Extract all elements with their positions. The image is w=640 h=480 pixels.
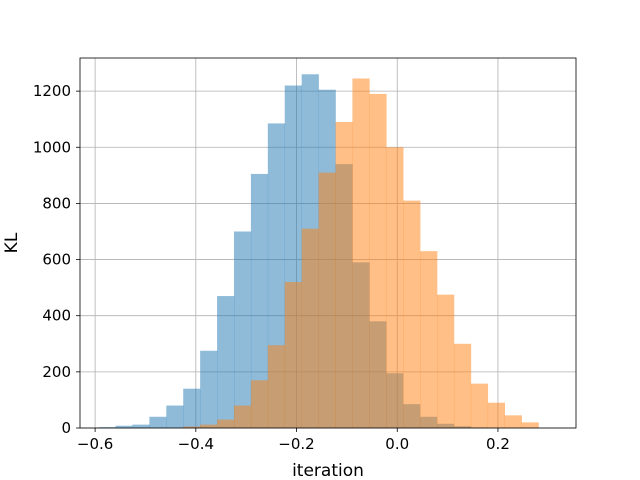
y-axis-label: KL bbox=[2, 232, 22, 253]
y-tick-label: 1000 bbox=[33, 138, 71, 156]
histogram-bar-series-2 bbox=[335, 122, 353, 428]
y-tick-label: 400 bbox=[42, 307, 71, 325]
histogram-bar-series-1 bbox=[98, 427, 116, 428]
histogram-bar-series-2 bbox=[403, 200, 421, 428]
histogram-bar-series-2 bbox=[318, 172, 336, 428]
histogram-bar-series-2 bbox=[233, 405, 252, 428]
histogram-bar-series-2 bbox=[420, 251, 438, 428]
x-tick-label: −0.6 bbox=[77, 435, 113, 453]
histogram-bars bbox=[98, 74, 539, 429]
histogram-bar-series-1 bbox=[200, 350, 218, 428]
y-tick-label: 200 bbox=[42, 363, 71, 381]
histogram-bar-series-2 bbox=[437, 294, 455, 428]
x-axis-label: iteration bbox=[292, 461, 364, 480]
y-tick-label: 1200 bbox=[33, 82, 71, 100]
y-tick-label: 0 bbox=[61, 419, 71, 437]
histogram-bar-series-1 bbox=[183, 388, 201, 428]
histogram-bar-series-2 bbox=[504, 415, 522, 428]
y-tick-label: 600 bbox=[42, 251, 71, 269]
histogram-bar-series-2 bbox=[453, 343, 472, 428]
histogram-bar-series-2 bbox=[386, 147, 404, 429]
histogram-bar-series-2 bbox=[487, 402, 505, 428]
plot-frame bbox=[79, 57, 577, 429]
histogram-bar-series-2 bbox=[217, 419, 235, 428]
histogram-bar-series-2 bbox=[183, 426, 201, 428]
histogram-bar-series-2 bbox=[250, 380, 269, 428]
histogram-bar-series-1 bbox=[115, 425, 133, 428]
histogram-bar-series-2 bbox=[267, 345, 286, 428]
x-tick-label: 0.2 bbox=[486, 435, 510, 453]
x-tick-label: 0.0 bbox=[385, 435, 409, 453]
histogram-bar-series-1 bbox=[233, 231, 252, 428]
histogram-bar-series-1 bbox=[166, 405, 184, 428]
axis-ticks: −0.6 −0.4 −0.2 0.0 0.2 0 200 400 600 800 1000 1200 bbox=[33, 82, 510, 453]
histogram-bar-series-2 bbox=[301, 228, 319, 428]
x-tick-label: −0.4 bbox=[178, 435, 214, 453]
histogram-bar-series-1 bbox=[149, 416, 167, 428]
x-tick-label: −0.2 bbox=[278, 435, 314, 453]
histogram-bar-series-2 bbox=[470, 383, 489, 428]
histogram-bar-series-2 bbox=[369, 93, 387, 429]
histogram-bar-series-1 bbox=[250, 173, 269, 428]
histogram-bar-series-2 bbox=[200, 424, 218, 428]
histogram-bar-series-2 bbox=[284, 282, 302, 428]
histogram-bar-series-2 bbox=[352, 78, 370, 429]
histogram-bar-series-1 bbox=[132, 424, 150, 428]
histogram-bar-series-1 bbox=[217, 296, 235, 428]
y-tick-label: 800 bbox=[42, 194, 71, 212]
histogram-bar-series-2 bbox=[521, 422, 539, 428]
